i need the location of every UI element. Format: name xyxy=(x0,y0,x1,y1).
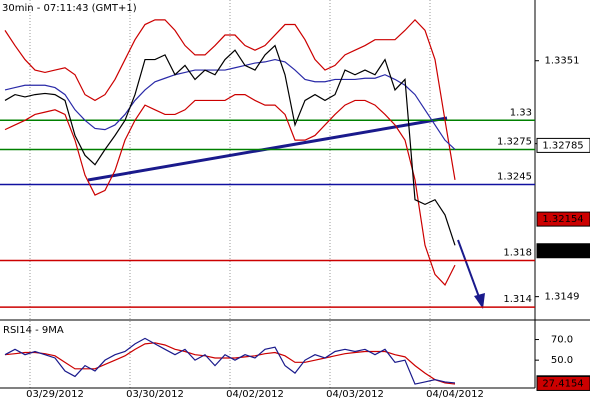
x-tick-label: 03/30/2012 xyxy=(126,389,184,400)
level-label: 1.33 xyxy=(510,107,532,118)
series-line xyxy=(4,18,456,180)
x-tick-label: 04/03/2012 xyxy=(326,389,384,400)
value-box-label: 1.32785 xyxy=(542,140,583,151)
arrow-head xyxy=(474,293,485,309)
value-box xyxy=(536,243,590,259)
chart-title: 30min - 07:11:43 (GMT+1) xyxy=(2,3,137,14)
level-label: 1.318 xyxy=(503,247,532,258)
panel-title: RSI14 - 9MA xyxy=(3,325,64,336)
level-label: 1.3245 xyxy=(497,172,532,183)
y-tick-label: 70.0 xyxy=(551,335,573,346)
value-box-label: 1.31883 xyxy=(542,246,583,257)
series-line xyxy=(4,337,456,385)
value-box xyxy=(536,211,590,227)
level-label: 1.314 xyxy=(503,294,532,305)
series-line xyxy=(4,58,456,150)
value-box-label: 1.32154 xyxy=(542,214,583,225)
value-box xyxy=(536,137,590,153)
y-tick-label: 50.0 xyxy=(551,355,573,366)
x-tick-label: 03/29/2012 xyxy=(26,389,84,400)
y-tick-label: 1.3351 xyxy=(545,56,580,67)
value-box-label: 27.4154 xyxy=(542,378,583,389)
y-tick-label: 1.3149 xyxy=(545,292,580,303)
value-box xyxy=(536,375,590,391)
level-label: 1.3275 xyxy=(497,136,532,147)
arrow xyxy=(457,239,480,298)
x-tick-label: 04/02/2012 xyxy=(226,389,284,400)
series-line xyxy=(4,93,456,286)
x-tick-label: 04/04/2012 xyxy=(426,389,484,400)
series-line xyxy=(4,44,456,246)
